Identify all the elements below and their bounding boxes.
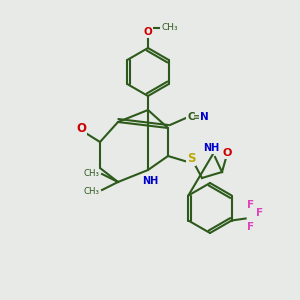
Text: F: F	[247, 221, 254, 232]
Text: NH: NH	[203, 143, 219, 153]
Text: F: F	[256, 208, 263, 218]
Text: ≡: ≡	[193, 112, 201, 122]
Text: F: F	[247, 200, 254, 209]
Text: N: N	[200, 112, 209, 122]
Text: O: O	[144, 27, 152, 37]
Text: S: S	[187, 152, 195, 166]
Text: O: O	[222, 148, 232, 158]
Text: C: C	[187, 112, 195, 122]
Text: CH₃: CH₃	[161, 23, 178, 32]
Text: CH₃: CH₃	[84, 169, 100, 178]
Text: NH: NH	[142, 176, 158, 186]
Text: O: O	[76, 122, 86, 134]
Text: CH₃: CH₃	[84, 187, 100, 196]
